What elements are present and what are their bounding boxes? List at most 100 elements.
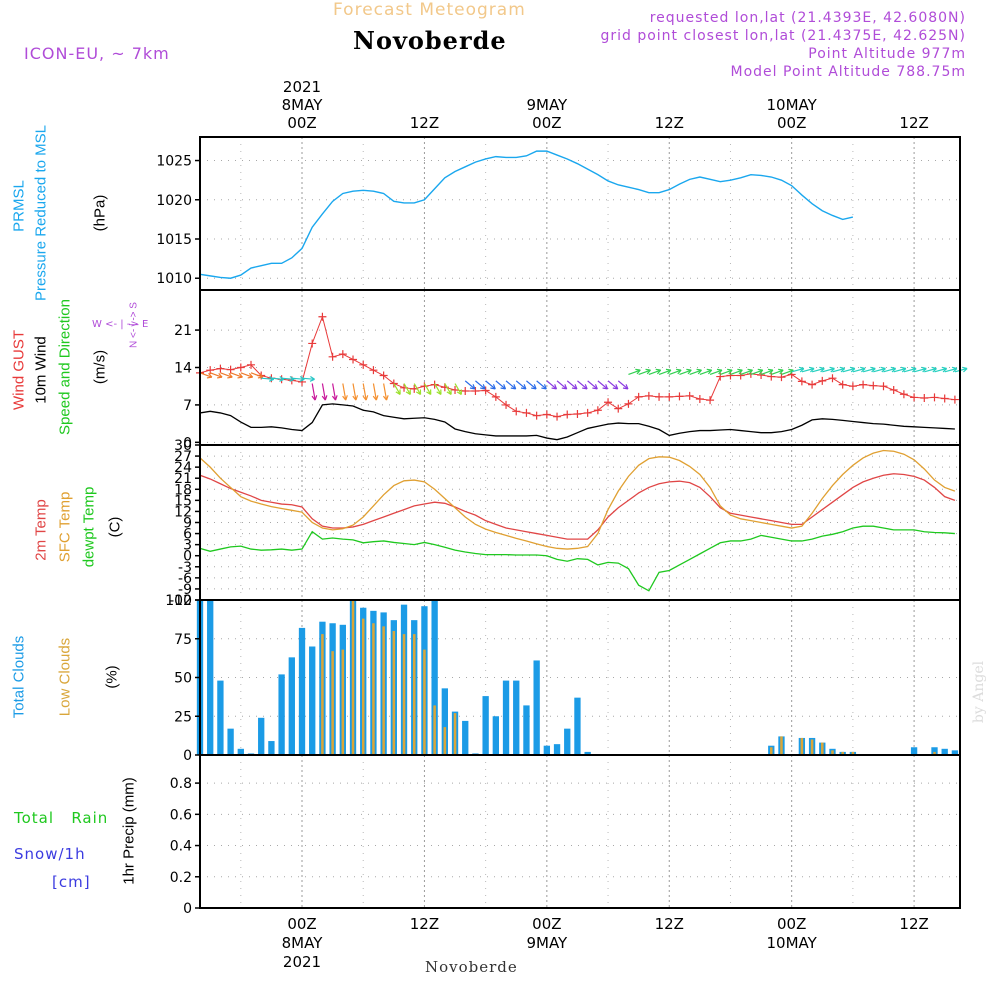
wind-arrow-head: [395, 389, 401, 395]
wind-arrow-head: [962, 366, 968, 373]
gust-marker: [206, 366, 215, 375]
gust-marker: [685, 391, 694, 400]
wind-arrow-head: [951, 366, 958, 373]
total-cloud-bar: [502, 680, 510, 755]
wind-arrow-head: [362, 395, 369, 401]
t2m-line: [199, 473, 956, 540]
top-time-label: 10MAY: [767, 96, 818, 114]
wind-arrow-head: [880, 366, 886, 373]
y-tick-label: 21: [174, 323, 192, 339]
wind-arrow-head: [757, 368, 764, 375]
axis-layer: 1010101510201025071421-12-9-6-3036912151…: [156, 78, 928, 971]
low-cloud-bar: [770, 747, 773, 755]
total-cloud-bar: [227, 728, 234, 755]
wind-arrow-head: [415, 389, 422, 395]
gridpoint-coordinates: grid point closest lon,lat (21.4375E, 42…: [600, 28, 966, 44]
wind-direction-arrow: [352, 383, 357, 401]
gust-marker: [491, 392, 500, 401]
wind-direction-arrow: [597, 380, 608, 390]
bottom-time-label: 8MAY: [282, 934, 324, 952]
wind-direction-arrow: [342, 383, 347, 401]
wind-direction-arrow: [464, 380, 476, 390]
y-tick-label: -9: [178, 582, 192, 598]
bottom-time-label: 9MAY: [526, 934, 568, 952]
wind-direction-arrow: [372, 383, 377, 401]
wind-direction-arrow: [281, 377, 295, 380]
low-cloud-bar: [412, 634, 416, 755]
wind-arrow-head: [257, 373, 264, 379]
y-tick-label: -3: [178, 560, 192, 576]
wind-direction-arrow: [199, 372, 213, 378]
top-time-label: 2021: [283, 78, 321, 96]
wind-arrow-head: [676, 368, 682, 375]
gust-marker: [614, 404, 623, 413]
wind-arrow-head: [706, 368, 713, 375]
gust-marker: [848, 382, 857, 391]
wind-direction-arrow: [546, 380, 557, 390]
wind-direction-arrow: [913, 367, 927, 373]
y-tick-label: -6: [178, 571, 192, 587]
wind-arrow-head: [767, 368, 774, 375]
gust-marker: [247, 360, 256, 369]
low-cloud-bar: [433, 705, 436, 755]
wind-direction-arrow: [699, 369, 712, 376]
low-cloud-bar: [933, 751, 936, 755]
wind-arrow-head: [941, 366, 948, 373]
gust-marker: [226, 365, 235, 374]
requested-coordinates: requested lon,lat (21.4393E, 42.6080N): [649, 10, 966, 26]
wind-arrow-head: [778, 368, 784, 375]
wind-direction-arrow: [852, 367, 866, 373]
wind-arrow-head: [520, 384, 527, 390]
wind-arrow-head: [321, 395, 328, 401]
wind-direction-arrow: [801, 367, 815, 373]
gust-marker: [910, 393, 919, 402]
wind-direction-arrow: [638, 369, 651, 376]
total-cloud-bar: [278, 674, 285, 755]
bottom-time-label: 00Z: [287, 915, 316, 933]
wind-direction-arrow: [944, 367, 958, 373]
wind-arrow-head: [696, 368, 702, 375]
total-cloud-bar: [237, 748, 244, 755]
y-tick-label: 0: [183, 435, 192, 451]
total-cloud-bar: [441, 688, 448, 755]
wind-direction-arrow: [536, 380, 547, 390]
y-tick-label: 1010: [156, 271, 192, 287]
total-cloud-bar: [553, 744, 561, 755]
top-time-label: 00Z: [287, 114, 316, 132]
y-tick-label: 1025: [156, 154, 192, 170]
gust-marker: [553, 412, 562, 421]
total-cloud-bar: [523, 705, 530, 755]
total-cloud-bar: [564, 728, 571, 755]
gust-marker: [920, 393, 929, 402]
total-cloud-bar: [309, 646, 316, 755]
wind-direction-arrow: [709, 369, 723, 376]
low-cloud-bar: [841, 751, 844, 755]
wind-arrow-head: [931, 366, 937, 373]
wind-direction-arrow: [658, 369, 672, 376]
wind-direction-arrow: [750, 369, 763, 376]
panel-frame: [199, 289, 961, 446]
footer-location: Novoberde: [425, 958, 518, 976]
wind-direction-arrow: [679, 369, 692, 376]
wind-arrow-head: [311, 395, 318, 401]
wind-direction-arrow: [230, 372, 243, 378]
top-time-label: 00Z: [777, 114, 806, 132]
total-cloud-bar: [931, 747, 938, 755]
wind-arrow-head: [510, 384, 517, 390]
wind-direction-arrow: [740, 369, 753, 376]
low-cloud-bar: [800, 737, 804, 755]
gust-marker: [808, 380, 817, 389]
gust-marker: [675, 392, 684, 401]
wind-direction-arrow: [220, 372, 233, 378]
total-cloud-bar: [513, 680, 520, 755]
wind-arrow-head: [500, 384, 507, 390]
wind-arrow-head: [727, 368, 733, 375]
wind-arrow-head: [737, 368, 743, 375]
gust-marker: [389, 379, 398, 388]
wind-arrow-head: [531, 384, 537, 390]
gust-marker: [522, 408, 531, 417]
wind-direction-arrow: [628, 369, 641, 376]
total-cloud-bar: [492, 716, 500, 755]
total-cloud-bar: [298, 627, 306, 755]
